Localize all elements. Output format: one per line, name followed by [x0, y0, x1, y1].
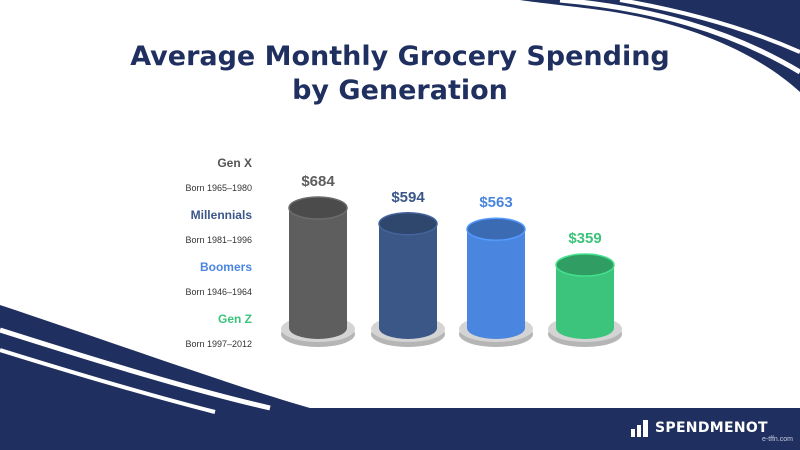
bar: [379, 223, 437, 328]
legend-born: Born 1997–2012: [185, 339, 252, 349]
bar-bottom: [467, 317, 525, 339]
bar-top-cap: [466, 217, 526, 241]
legend-item-millennials: Millennials Born 1981–1996: [185, 208, 252, 246]
bar-top-cap: [555, 253, 615, 277]
top-right-swoosh-stripe: [559, 0, 800, 75]
legend-item-gen-z: Gen Z Born 1997–2012: [185, 312, 252, 350]
bar-bottom: [379, 317, 437, 339]
bar-top-cap: [378, 212, 438, 236]
bottom-left-swoosh: [0, 305, 800, 450]
legend-label: Gen X: [217, 156, 252, 170]
logo-icon: [631, 420, 648, 437]
chart-title-line-2: by Generation: [292, 75, 508, 106]
data-label: $563: [479, 194, 512, 211]
bottom-left-swoosh-stripe: [0, 327, 271, 411]
bottom-left-swoosh-stripe-2: [0, 348, 216, 414]
watermark: e-tffn.com: [762, 436, 793, 443]
legend-born: Born 1946–1964: [185, 287, 252, 297]
data-label: $594: [391, 189, 425, 206]
data-label: $684: [301, 173, 335, 190]
top-right-swoosh: [520, 0, 800, 92]
legend-item-gen-x: Gen X Born 1965–1980: [185, 156, 252, 194]
legend-item-boomers: Boomers Born 1946–1964: [185, 260, 252, 298]
bar-bottom: [289, 317, 347, 339]
legend-label: Boomers: [199, 260, 252, 274]
bar-top-cap: [288, 196, 348, 220]
data-label: $359: [568, 230, 601, 247]
bar: [289, 208, 347, 328]
legend-label: Gen Z: [217, 312, 252, 326]
chart-title-line-1: Average Monthly Grocery Spending: [130, 41, 670, 72]
legend-born: Born 1965–1980: [185, 183, 252, 193]
legend-label: Millennials: [190, 208, 252, 222]
brand-logo: SPENDMENOT: [630, 418, 768, 438]
brand-name: SPENDMENOT: [655, 420, 768, 436]
bar: [467, 229, 525, 328]
legend-born: Born 1981–1996: [185, 235, 252, 245]
top-right-swoosh-stripe-2: [619, 0, 800, 54]
bars-layer: $684 $594 $563 $359: [281, 173, 622, 347]
bar-bottom: [556, 317, 614, 339]
